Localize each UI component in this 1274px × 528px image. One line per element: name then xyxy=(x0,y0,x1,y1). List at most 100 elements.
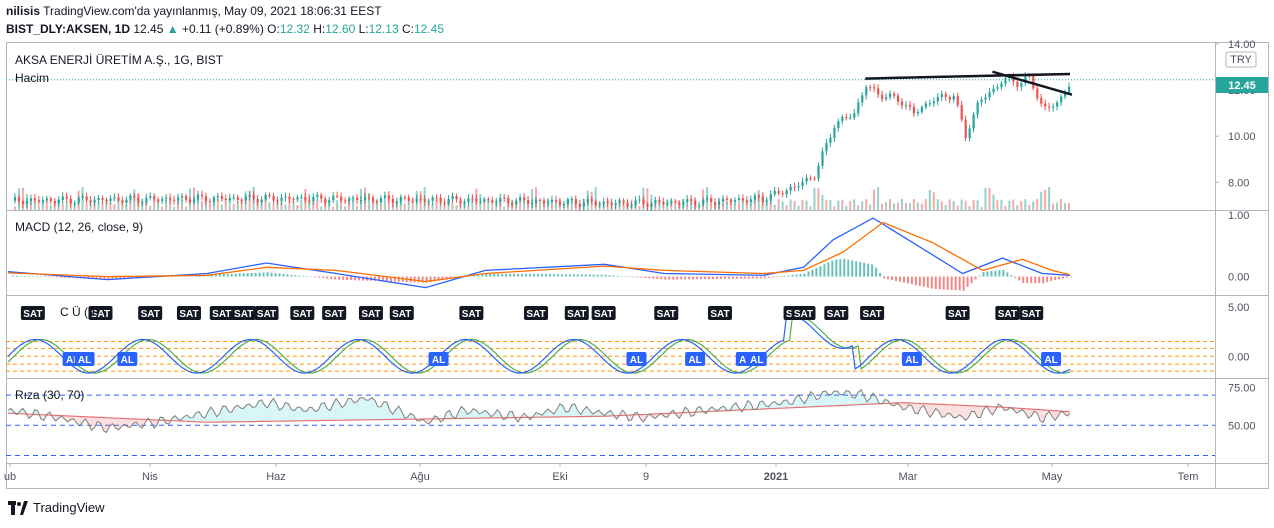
buy-marker-label: AL xyxy=(905,355,918,366)
macd-histogram-bar xyxy=(533,273,536,277)
macd-histogram-bar xyxy=(1010,275,1013,277)
macd-histogram-bar xyxy=(302,276,305,277)
macd-histogram-bar xyxy=(373,276,376,281)
rsi-fill-segment xyxy=(574,403,578,417)
candle-body xyxy=(678,202,681,205)
macd-histogram-bar xyxy=(43,276,46,278)
volume-bar xyxy=(113,204,116,210)
candle-body xyxy=(391,199,395,204)
rsi-fill-segment xyxy=(219,406,223,423)
rsi-fill-segment xyxy=(186,415,190,422)
macd-histogram-bar xyxy=(167,276,170,278)
macd-histogram-bar xyxy=(688,276,691,280)
macd-histogram-bar xyxy=(338,276,341,280)
candle-body xyxy=(606,201,609,203)
macd-histogram-bar xyxy=(739,276,742,279)
candle-body xyxy=(471,198,474,200)
macd-histogram-bar xyxy=(970,276,973,284)
candle-body xyxy=(932,101,935,104)
rsi-fill-segment xyxy=(732,402,736,411)
candle-body xyxy=(407,197,410,201)
macd-histogram-bar xyxy=(358,276,361,281)
rsi-fill-segment xyxy=(497,409,501,418)
macd-histogram-bar xyxy=(473,275,476,277)
candle-body xyxy=(717,201,721,205)
candle-body xyxy=(976,102,979,115)
macd-histogram-bar xyxy=(270,272,273,277)
macd-histogram-bar xyxy=(966,276,969,287)
macd-histogram-bar xyxy=(664,276,667,280)
candle-body xyxy=(320,194,323,199)
rsi-fill-segment xyxy=(67,415,71,422)
macd-histogram-bar xyxy=(604,274,607,277)
candle-body xyxy=(614,203,617,205)
rsi-fill-segment xyxy=(318,403,322,421)
candle-body xyxy=(622,200,625,203)
candle-body xyxy=(980,99,983,103)
volume-bar xyxy=(467,205,470,210)
tradingview-brand[interactable]: TradingView xyxy=(8,500,105,515)
macd-histogram-bar xyxy=(620,276,623,277)
rsi-fill-segment xyxy=(798,394,802,408)
candle-body xyxy=(546,202,550,204)
macd-histogram-bar xyxy=(648,276,651,279)
macd-histogram-bar xyxy=(278,273,281,277)
volume-bar xyxy=(976,200,979,210)
candle-body xyxy=(161,198,164,202)
candle-body xyxy=(483,199,486,202)
candle-body xyxy=(694,201,697,206)
rsi-fill-segment xyxy=(106,417,110,433)
rsi-fill-segment xyxy=(485,410,489,419)
volume-bar xyxy=(85,203,88,210)
volume-bar xyxy=(928,189,931,210)
rsi-fill-segment xyxy=(270,398,274,422)
sell-marker-badge xyxy=(176,306,201,320)
macd-histogram-bar xyxy=(489,273,492,277)
symbol-legend: BIST_DLY:AKSEN, 1D 12.45 ▲ +0.11 (+0.89%… xyxy=(6,22,444,36)
candle-body xyxy=(181,195,184,198)
volume-bar xyxy=(674,206,677,210)
volume-bar xyxy=(753,199,756,210)
sell-marker-badge xyxy=(254,306,279,320)
time-axis-label: Eki xyxy=(552,471,567,483)
sell-marker-badge xyxy=(20,306,45,320)
volume-bar xyxy=(940,201,943,210)
time-axis-label: Haz xyxy=(266,471,286,483)
macd-histogram-bar xyxy=(839,259,842,277)
rsi-fill-segment xyxy=(273,398,277,422)
candle-body xyxy=(662,201,665,205)
macd-histogram-bar xyxy=(735,276,738,279)
candle-body xyxy=(658,200,661,202)
volume-bar xyxy=(344,206,347,210)
macd-histogram-bar xyxy=(719,276,722,279)
macd-histogram-bar xyxy=(787,275,790,277)
volume-bar xyxy=(97,202,100,210)
trend-line xyxy=(865,72,1071,80)
candle-body xyxy=(57,200,60,204)
rsi-fill-segment xyxy=(968,405,972,418)
candle-body xyxy=(149,196,152,198)
candle-body xyxy=(137,197,140,203)
candle-body xyxy=(610,202,613,205)
candle-body xyxy=(475,198,478,202)
candle-body xyxy=(37,200,41,202)
candle-body xyxy=(881,94,884,100)
candle-body xyxy=(936,97,939,102)
volume-bar xyxy=(455,204,458,210)
candle-body xyxy=(523,197,526,201)
sell-marker-label: SAT xyxy=(392,309,411,320)
candle-body xyxy=(467,198,470,203)
volume-bar xyxy=(487,200,490,210)
rsi-fill-segment xyxy=(115,418,119,430)
candle-body xyxy=(387,195,391,200)
high-value: 12.60 xyxy=(325,22,356,36)
candle-body xyxy=(216,195,220,198)
volume-bar xyxy=(109,202,112,210)
volume-bar xyxy=(340,199,343,210)
time-axis-label: Mar xyxy=(899,471,918,483)
macd-histogram-bar xyxy=(171,276,174,277)
rsi-fill-segment xyxy=(91,417,95,431)
volume-bar xyxy=(741,199,744,210)
rsi-fill-segment xyxy=(130,418,134,428)
